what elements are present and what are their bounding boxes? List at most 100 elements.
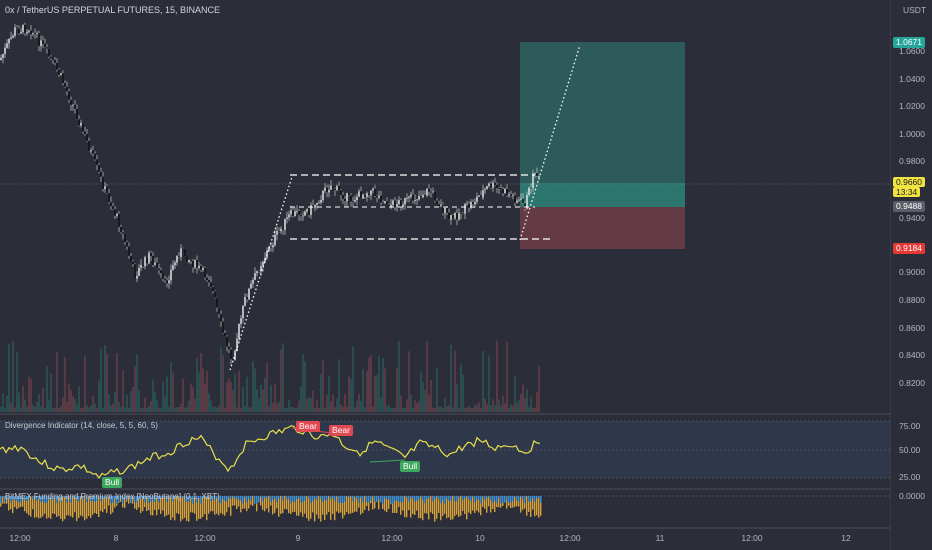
target-zone[interactable] — [520, 42, 685, 207]
volume-bar — [216, 407, 218, 412]
volume-bar — [138, 390, 140, 412]
premium-bar — [288, 496, 290, 500]
funding-bar — [356, 496, 358, 512]
funding-bar — [168, 496, 170, 515]
volume-bar — [118, 402, 120, 412]
premium-bar — [414, 496, 416, 502]
volume-bar — [312, 390, 314, 412]
funding-bar — [248, 496, 250, 509]
volume-bar — [274, 383, 276, 412]
funding-indicator-label[interactable]: BitMEX Funding and Premium Index [NeoBut… — [5, 492, 220, 501]
volume-bar — [372, 406, 374, 412]
funding-bar — [24, 496, 26, 512]
premium-bar — [158, 496, 160, 502]
candle-body — [154, 262, 156, 265]
volume-bar — [454, 350, 456, 412]
premium-bar — [84, 496, 86, 497]
osc-tick: 75.00 — [899, 421, 921, 431]
candle-body — [256, 271, 258, 274]
volume-bar — [260, 384, 262, 412]
candle-body — [246, 297, 248, 300]
volume-bar — [366, 370, 368, 412]
candle-body — [272, 245, 274, 248]
price-axis[interactable]: USDT 1.0600 1.0400 1.0200 1.0000 0.9800 0.940… — [890, 0, 932, 550]
funding-bar — [2, 496, 4, 504]
funding-bar — [186, 496, 188, 521]
premium-bar — [484, 496, 486, 501]
candle-body — [184, 248, 186, 257]
price-chart[interactable] — [0, 0, 890, 550]
funding-bar — [132, 496, 134, 504]
funding-bar — [84, 496, 86, 521]
candle-body — [384, 201, 386, 204]
volume-bar — [272, 402, 274, 412]
volume-bar — [398, 341, 400, 412]
premium-bar — [204, 496, 206, 497]
volume-bar — [70, 390, 72, 412]
volume-bar — [380, 397, 382, 412]
volume-bar — [136, 354, 138, 412]
funding-bar — [202, 496, 204, 517]
oscillator-line[interactable] — [0, 425, 541, 479]
premium-bar — [354, 496, 356, 497]
funding-bar — [66, 496, 68, 516]
funding-bar — [194, 496, 196, 514]
funding-bar — [372, 496, 374, 510]
premium-bar — [492, 496, 494, 503]
candle-body — [334, 188, 336, 191]
funding-bar — [384, 496, 386, 511]
candle-body — [462, 213, 464, 215]
premium-bar — [42, 496, 44, 502]
volume-bar — [12, 341, 14, 412]
funding-bar — [94, 496, 96, 513]
time-tick: 8 — [113, 533, 119, 543]
premium-bar — [376, 496, 378, 503]
volume-bar — [462, 374, 464, 412]
candle-body — [258, 271, 260, 272]
premium-bar — [394, 496, 396, 501]
volume-bar — [278, 401, 280, 412]
volume-bar — [178, 407, 180, 412]
volume-bar — [480, 408, 482, 412]
premium-bar — [486, 496, 488, 498]
candle-body — [138, 267, 140, 276]
volume-bar — [90, 405, 92, 412]
premium-bar — [292, 496, 294, 502]
chart-title[interactable]: 0x / TetherUS PERPETUAL FUTURES, 15, BIN… — [5, 5, 221, 15]
stop-zone[interactable] — [520, 207, 685, 249]
volume-bar — [408, 351, 410, 412]
premium-bar — [154, 496, 156, 502]
volume-bar — [92, 396, 94, 412]
funding-bar — [200, 496, 202, 519]
time-tick: 12:00 — [381, 533, 403, 543]
funding-bar — [14, 496, 16, 508]
volume-bar — [16, 352, 18, 412]
funding-bar — [296, 496, 298, 516]
volume-bar — [2, 393, 4, 412]
price-tick: 0.9000 — [899, 267, 925, 277]
premium-bar — [356, 496, 358, 499]
candle-body — [342, 194, 344, 199]
volume-bar — [112, 403, 114, 412]
funding-bar — [424, 496, 426, 514]
premium-bar — [194, 496, 196, 498]
candle-body — [216, 297, 218, 308]
flagpole-line[interactable] — [229, 176, 293, 371]
volume-bar — [338, 359, 340, 412]
funding-bar — [80, 496, 82, 516]
volume-bar — [406, 399, 408, 412]
volume-bar — [76, 404, 78, 412]
funding-bar — [164, 496, 166, 517]
premium-bar — [424, 496, 426, 504]
premium-bar — [208, 496, 210, 497]
premium-bar — [150, 496, 152, 502]
candle-body — [238, 324, 240, 339]
volume-bar — [412, 407, 414, 412]
candle-body — [90, 150, 92, 152]
candle-body — [222, 321, 224, 333]
divergence-indicator-label[interactable]: Divergence Indicator (14, close, 5, 5, 6… — [5, 421, 158, 430]
funding-bar — [464, 496, 466, 514]
premium-bar — [12, 496, 14, 501]
premium-bar — [240, 496, 242, 501]
candle-body — [376, 195, 378, 198]
